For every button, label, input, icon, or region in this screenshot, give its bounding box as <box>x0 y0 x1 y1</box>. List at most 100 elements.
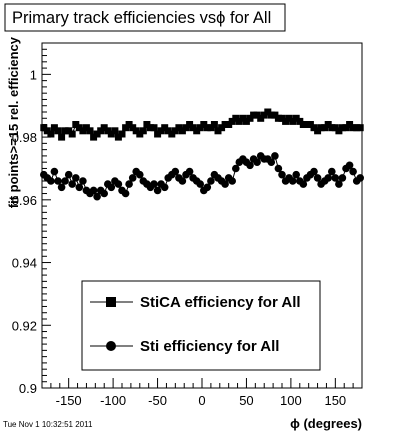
stica-point <box>317 124 325 132</box>
stica-point <box>114 133 122 141</box>
sti-point <box>274 164 283 173</box>
x-tick-label: 50 <box>239 393 253 408</box>
stica-point <box>82 124 90 132</box>
stica-point <box>75 124 83 132</box>
series-layer <box>40 108 365 201</box>
stica-point <box>86 127 94 135</box>
sti-point <box>292 170 301 179</box>
stica-point <box>189 124 197 132</box>
stica-point <box>267 111 275 119</box>
y-axis: 0.9 0.92 0.94 0.96 0.98 1 <box>12 42 51 396</box>
sti-point <box>196 180 204 188</box>
sti-point <box>72 174 80 182</box>
stica-point <box>68 130 76 138</box>
legend-box <box>81 280 321 371</box>
stica-point <box>306 121 314 128</box>
stica-point <box>331 124 339 132</box>
stica-point <box>214 127 222 135</box>
stica-point <box>221 121 229 128</box>
stica-point <box>196 124 204 132</box>
x-tick-label: 0 <box>198 393 205 408</box>
sti-point <box>324 174 333 182</box>
sti-point <box>68 180 76 188</box>
y-tick-label: 1 <box>30 67 37 82</box>
sti-point <box>178 177 187 185</box>
y-tick-label: 0.94 <box>12 256 37 271</box>
sti-point <box>356 174 365 182</box>
sti-point <box>89 186 98 195</box>
stica-point <box>242 117 250 125</box>
stica-point <box>235 117 243 125</box>
sti-point <box>203 183 212 192</box>
stica-point <box>93 130 101 138</box>
title-box <box>4 3 286 32</box>
sti-point <box>288 177 297 185</box>
y-axis-label: fit points>=15 rel. efficiency <box>6 36 21 208</box>
stica-point <box>246 114 254 122</box>
stica-point <box>100 124 108 132</box>
stica-point <box>274 114 282 122</box>
legend: StiCA efficiency for All Sti efficiency … <box>81 280 321 371</box>
sti-point <box>75 183 84 192</box>
stica-point <box>54 127 62 135</box>
x-tick-label: 100 <box>280 393 302 408</box>
x-tick-label: -100 <box>100 393 126 408</box>
timestamp: Tue Nov 1 10:32:51 2011 <box>3 420 93 429</box>
stica-point <box>58 133 66 141</box>
stica-point <box>338 124 346 132</box>
stica-point <box>356 124 364 132</box>
legend-marker-sti <box>106 341 116 351</box>
sti-point <box>171 167 180 176</box>
sti-point <box>50 167 59 176</box>
stica-point <box>150 124 158 132</box>
sti-point <box>349 167 357 176</box>
stica-point <box>146 124 154 132</box>
x-axis: -150 -100 -50 0 50 100 150 <box>41 378 363 408</box>
y-tick-label: 0.92 <box>12 318 37 333</box>
sti-point <box>57 183 66 192</box>
stica-point <box>260 111 268 119</box>
stica-point <box>178 127 186 135</box>
stica-point <box>342 124 350 132</box>
sti-point <box>338 174 347 182</box>
stica-point <box>43 127 51 135</box>
sti-point <box>107 183 116 192</box>
sti-point <box>93 192 101 201</box>
stica-point <box>285 114 293 122</box>
sti-point <box>246 161 254 170</box>
sti-point <box>271 152 279 160</box>
sti-point <box>160 183 169 192</box>
y-tick-label: 0.9 <box>19 381 37 396</box>
stica-point <box>47 130 55 138</box>
sti-point <box>54 177 62 185</box>
sti-point <box>278 170 286 179</box>
sti-point <box>267 158 276 166</box>
sti-point <box>335 180 343 188</box>
x-axis-label: ϕ (degrees) <box>290 416 362 431</box>
stica-point <box>324 121 332 128</box>
sti-point <box>232 164 240 173</box>
stica-point <box>210 121 218 128</box>
sti-point <box>185 167 194 176</box>
sti-point <box>114 180 123 188</box>
chart-title: Primary track efficiencies vsϕ for All <box>12 9 271 27</box>
y-tick-label: 0.96 <box>12 193 37 208</box>
sti-point <box>153 186 162 195</box>
x-tick-label: -150 <box>56 393 82 408</box>
sti-point <box>121 189 130 198</box>
stica-point <box>278 114 286 122</box>
stica-point <box>164 127 172 135</box>
stica-point <box>171 127 179 135</box>
x-tick-label: 150 <box>324 393 346 408</box>
legend-label-stica: StiCA efficiency for All <box>140 294 301 311</box>
stica-point <box>292 114 300 122</box>
sti-point <box>136 170 144 179</box>
sti-point <box>221 180 229 188</box>
stica-point <box>349 124 357 132</box>
sti-point <box>328 167 336 176</box>
stica-point <box>203 124 211 132</box>
stica-point <box>125 121 133 128</box>
x-tick-label: -50 <box>148 393 167 408</box>
sti-point <box>313 174 322 182</box>
